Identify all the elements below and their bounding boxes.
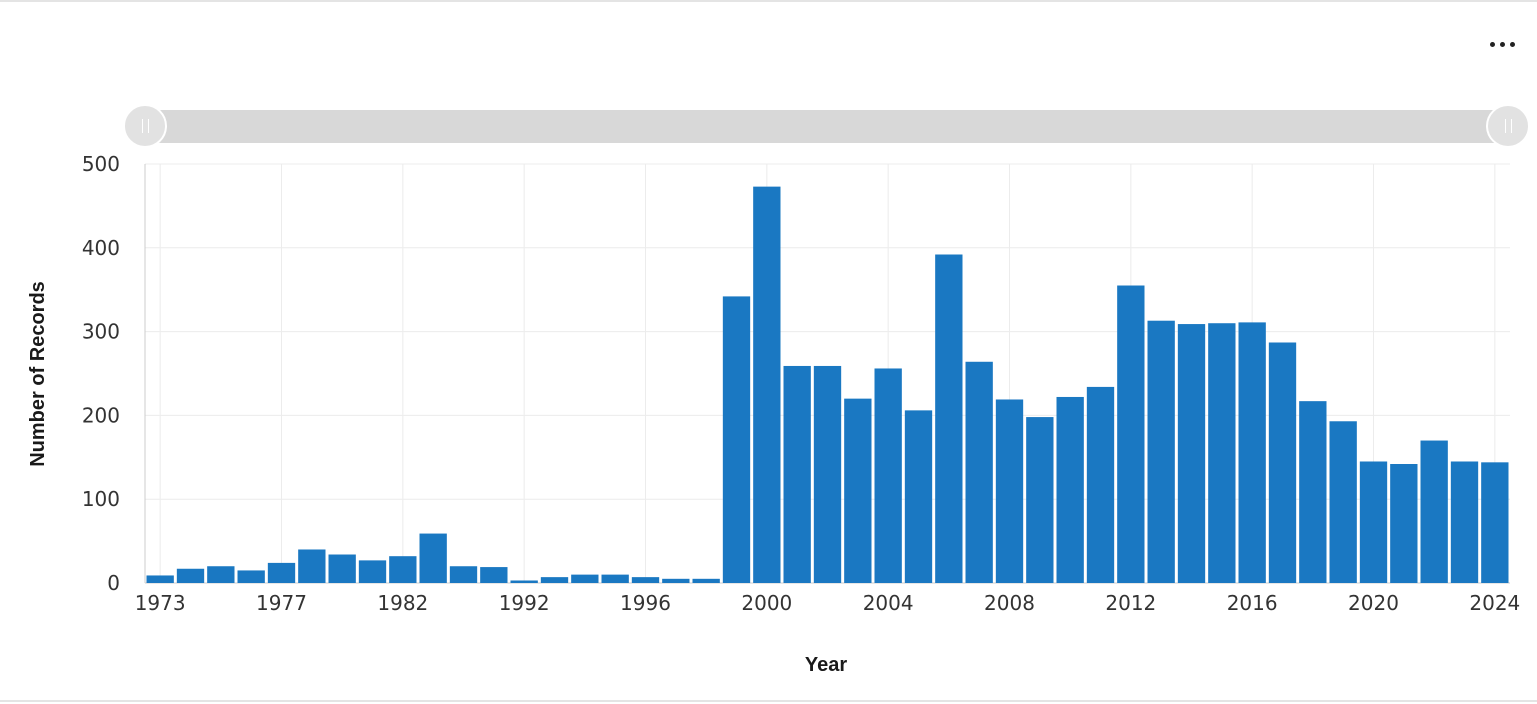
bar-2014[interactable]: 2014: 309 — [1177, 324, 1206, 583]
bar-1997[interactable]: 1997: 5 — [662, 578, 690, 583]
x-tick-label: 2008 — [984, 591, 1035, 615]
range-slider-end-handle[interactable] — [1486, 104, 1530, 148]
bar-1992[interactable]: 1992: 3 — [510, 580, 538, 583]
x-axis-title: Year — [805, 654, 847, 676]
bar-1993[interactable]: 1993: 7 — [540, 577, 569, 583]
bar-2006[interactable]: 2006: 392 — [935, 254, 963, 583]
x-tick-label: 2016 — [1227, 591, 1278, 615]
bar-1979[interactable]: 1979: 34 — [328, 554, 356, 583]
more-horizontal-icon — [1499, 41, 1505, 47]
bar-2000[interactable]: 2000: 473 — [753, 186, 781, 583]
y-axis-title: Number of Records — [27, 281, 49, 467]
bars: 1973: 91974: 171975: 201976: 151977: 241… — [146, 186, 1509, 583]
bar-2019[interactable]: 2019: 193 — [1329, 421, 1357, 583]
x-tick-label: 1977 — [256, 591, 307, 615]
x-tick-label: 2000 — [741, 591, 792, 615]
x-tick-label: 2020 — [1348, 591, 1399, 615]
bar-2016[interactable]: 2016: 311 — [1238, 322, 1266, 583]
x-tick-label: 1973 — [135, 591, 186, 615]
x-tick-label: 1996 — [620, 591, 671, 615]
x-tick-label: 2004 — [863, 591, 914, 615]
grip-icon — [1504, 119, 1512, 133]
bar-1999[interactable]: 1999: 342 — [722, 296, 751, 583]
bar-2021[interactable]: 2021: 142 — [1390, 464, 1418, 583]
bar-2005[interactable]: 2005: 206 — [904, 410, 933, 583]
range-slider-track[interactable] — [145, 110, 1510, 143]
bar-1977[interactable]: 1977: 24 — [267, 562, 296, 583]
bar-2004[interactable]: 2004: 256 — [874, 368, 902, 583]
bar-1994[interactable]: 1994: 10 — [571, 574, 599, 583]
bar-1998[interactable]: 1998: 5 — [692, 578, 720, 583]
x-tick-label: 1982 — [377, 591, 428, 615]
bar-2008[interactable]: 2008: 219 — [995, 399, 1024, 583]
bar-2022[interactable]: 2022: 170 — [1420, 440, 1448, 583]
bar-2001[interactable]: 2001: 259 — [783, 365, 811, 583]
bar-2002[interactable]: 2002: 259 — [813, 365, 842, 583]
x-tick-label: 2012 — [1105, 591, 1156, 615]
more-options-button[interactable] — [1480, 30, 1524, 58]
bar-1976[interactable]: 1976: 15 — [237, 570, 265, 583]
x-tick-label: 2024 — [1469, 591, 1520, 615]
bar-2012[interactable]: 2012: 355 — [1117, 285, 1145, 583]
bar-2015[interactable]: 2015: 310 — [1208, 323, 1236, 583]
x-tick-label: 1992 — [499, 591, 550, 615]
bar-2007[interactable]: 2007: 264 — [965, 361, 993, 583]
bar-1978[interactable]: 1978: 40 — [298, 549, 326, 583]
bar-2011[interactable]: 2011: 234 — [1086, 386, 1115, 583]
more-horizontal-icon — [1509, 41, 1515, 47]
y-tick-label: 200 — [82, 403, 120, 427]
bar-2024[interactable]: 2024: 144 — [1481, 462, 1509, 583]
y-tick-label: 300 — [82, 320, 120, 344]
y-tick-label: 100 — [82, 487, 120, 511]
bar-1985[interactable]: 1985: 19 — [480, 567, 508, 583]
bar-2020[interactable]: 2020: 145 — [1359, 461, 1388, 583]
grip-icon — [141, 119, 149, 133]
bar-2010[interactable]: 2010: 222 — [1056, 396, 1084, 583]
bar-2009[interactable]: 2009: 198 — [1026, 417, 1054, 583]
bar-1984[interactable]: 1984: 20 — [449, 566, 478, 583]
range-slider-start-handle[interactable] — [123, 104, 167, 148]
bar-2023[interactable]: 2023: 145 — [1450, 461, 1479, 583]
bar-1995[interactable]: 1995: 10 — [601, 574, 629, 583]
y-tick-label: 500 — [82, 152, 120, 176]
y-tick-label: 0 — [107, 571, 120, 595]
bar-1974[interactable]: 1974: 17 — [176, 568, 205, 583]
bar-1983[interactable]: 1983: 59 — [419, 533, 447, 583]
more-horizontal-icon — [1489, 41, 1495, 47]
y-axis-ticks: 0 100 200 300 400 500 — [82, 152, 120, 595]
bar-1996[interactable]: 1996: 7 — [631, 577, 660, 583]
bar-1980[interactable]: 1980: 27 — [358, 560, 387, 583]
x-axis-ticks: 1973 1977 1982 1992 1996 2000 2004 2008 2012 2016… — [135, 591, 1521, 615]
bar-2017[interactable]: 2017: 287 — [1268, 342, 1297, 583]
bar-2013[interactable]: 2013: 313 — [1147, 320, 1175, 583]
bar-1982[interactable]: 1982: 32 — [389, 556, 417, 583]
y-tick-label: 400 — [82, 236, 120, 260]
bar-2018[interactable]: 2018: 217 — [1299, 401, 1327, 583]
bar-1973[interactable]: 1973: 9 — [146, 575, 174, 583]
bar-1975[interactable]: 1975: 20 — [207, 566, 235, 583]
